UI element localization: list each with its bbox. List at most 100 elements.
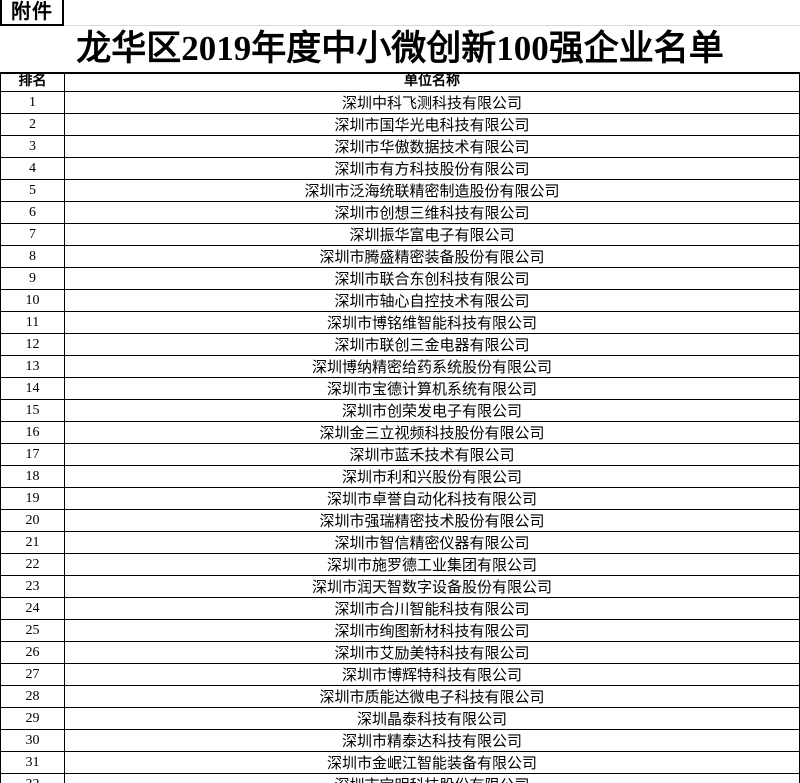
rank-cell: 30: [1, 730, 65, 751]
company-name-cell: 深圳金三立视频科技股份有限公司: [319, 426, 545, 442]
rank-cell: 28: [1, 686, 65, 707]
company-name-cell: 深圳市有方科技股份有限公司: [334, 162, 530, 178]
table-row: 32 深圳市宝明科技股份有限公司: [1, 774, 799, 783]
table-row: 30 深圳市精泰达科技有限公司: [1, 730, 799, 752]
company-name-cell: 深圳市利和兴股份有限公司: [341, 470, 522, 486]
rank-cell: 18: [1, 466, 65, 487]
rank-cell: 1: [1, 92, 65, 113]
company-name-cell: 深圳市华傲数据技术有限公司: [334, 140, 530, 156]
rank-cell: 8: [1, 246, 65, 267]
table-row: 1 深圳中科飞测科技有限公司: [1, 92, 799, 114]
rank-cell: 21: [1, 532, 65, 553]
company-table: 排名 单位名称 1 深圳中科飞测科技有限公司 2 深圳市国华光电科技有限公司 3…: [0, 72, 800, 783]
rank-column-header: 排名: [1, 74, 65, 91]
table-row: 5 深圳市泛海统联精密制造股份有限公司: [1, 180, 799, 202]
company-name-cell: 深圳市质能达微电子科技有限公司: [319, 690, 545, 706]
company-name-cell: 深圳市蓝禾技术有限公司: [349, 448, 515, 464]
company-name-cell: 深圳市精泰达科技有限公司: [341, 734, 522, 750]
rank-cell: 12: [1, 334, 65, 355]
rank-cell: 29: [1, 708, 65, 729]
company-name-cell: 深圳市施罗德工业集团有限公司: [326, 558, 537, 574]
title-row: 龙华区2019年度中小微创新100强企业名单: [0, 26, 800, 72]
rank-cell: 13: [1, 356, 65, 377]
table-row: 18 深圳市利和兴股份有限公司: [1, 466, 799, 488]
company-name-cell: 深圳中科飞测科技有限公司: [341, 96, 522, 112]
company-name-cell: 深圳市联创三金电器有限公司: [334, 338, 530, 354]
rank-cell: 15: [1, 400, 65, 421]
company-name-cell: 深圳市智信精密仪器有限公司: [334, 536, 530, 552]
rank-cell: 27: [1, 664, 65, 685]
table-row: 9 深圳市联合东创科技有限公司: [1, 268, 799, 290]
table-row: 25 深圳市绚图新材科技有限公司: [1, 620, 799, 642]
table-row: 26 深圳市艾励美特科技有限公司: [1, 642, 799, 664]
rank-cell: 32: [1, 774, 65, 783]
rank-cell: 23: [1, 576, 65, 597]
table-row: 4 深圳市有方科技股份有限公司: [1, 158, 799, 180]
company-name-cell: 深圳市腾盛精密装备股份有限公司: [319, 250, 545, 266]
table-row: 3 深圳市华傲数据技术有限公司: [1, 136, 799, 158]
rank-cell: 16: [1, 422, 65, 443]
table-row: 31 深圳市金岷江智能装备有限公司: [1, 752, 799, 774]
table-row: 7 深圳振华富电子有限公司: [1, 224, 799, 246]
company-name-cell: 深圳市强瑞精密技术股份有限公司: [319, 514, 545, 530]
rank-cell: 7: [1, 224, 65, 245]
company-name-cell: 深圳市博铭维智能科技有限公司: [326, 316, 537, 332]
company-name-cell: 深圳市艾励美特科技有限公司: [334, 646, 530, 662]
table-row: 20 深圳市强瑞精密技术股份有限公司: [1, 510, 799, 532]
table-row: 16 深圳金三立视频科技股份有限公司: [1, 422, 799, 444]
company-name-cell: 深圳市宝德计算机系统有限公司: [326, 382, 537, 398]
table-header-row: 排名 单位名称: [1, 74, 799, 92]
company-name-cell: 深圳市卓誉自动化科技有限公司: [326, 492, 537, 508]
rank-cell: 31: [1, 752, 65, 773]
table-row: 22 深圳市施罗德工业集团有限公司: [1, 554, 799, 576]
company-name-cell: 深圳市润天智数字设备股份有限公司: [311, 580, 552, 596]
rank-cell: 2: [1, 114, 65, 135]
table-row: 21 深圳市智信精密仪器有限公司: [1, 532, 799, 554]
rank-cell: 25: [1, 620, 65, 641]
attachment-spacer: [64, 0, 800, 26]
company-name-cell: 深圳市创荣发电子有限公司: [341, 404, 522, 420]
company-name-cell: 深圳晶泰科技有限公司: [356, 712, 507, 728]
rank-cell: 19: [1, 488, 65, 509]
company-name-cell: 深圳振华富电子有限公司: [349, 228, 515, 244]
company-name-cell: 深圳市国华光电科技有限公司: [334, 118, 530, 134]
rank-cell: 20: [1, 510, 65, 531]
table-row: 10 深圳市轴心自控技术有限公司: [1, 290, 799, 312]
rank-cell: 22: [1, 554, 65, 575]
company-name-cell: 深圳市宝明科技股份有限公司: [65, 774, 799, 783]
rank-cell: 10: [1, 290, 65, 311]
rank-cell: 17: [1, 444, 65, 465]
table-row: 11 深圳市博铭维智能科技有限公司: [1, 312, 799, 334]
rank-cell: 4: [1, 158, 65, 179]
company-name-cell: 深圳博纳精密给药系统股份有限公司: [311, 360, 552, 376]
rank-cell: 6: [1, 202, 65, 223]
rank-cell: 3: [1, 136, 65, 157]
company-name-cell: 深圳市泛海统联精密制造股份有限公司: [304, 184, 560, 200]
table-row: 28 深圳市质能达微电子科技有限公司: [1, 686, 799, 708]
company-name-column-header: 单位名称: [404, 74, 460, 89]
company-name-cell: 深圳市轴心自控技术有限公司: [334, 294, 530, 310]
table-row: 15 深圳市创荣发电子有限公司: [1, 400, 799, 422]
table-row: 23 深圳市润天智数字设备股份有限公司: [1, 576, 799, 598]
table-row: 27 深圳市博辉特科技有限公司: [1, 664, 799, 686]
company-name-cell: 深圳市合川智能科技有限公司: [334, 602, 530, 618]
table-row: 8 深圳市腾盛精密装备股份有限公司: [1, 246, 799, 268]
table-row: 13 深圳博纳精密给药系统股份有限公司: [1, 356, 799, 378]
company-name-cell: 深圳市创想三维科技有限公司: [334, 206, 530, 222]
rank-cell: 26: [1, 642, 65, 663]
company-name-cell: 深圳市金岷江智能装备有限公司: [326, 756, 537, 772]
company-name-cell: 深圳市绚图新材科技有限公司: [334, 624, 530, 640]
table-row: 12 深圳市联创三金电器有限公司: [1, 334, 799, 356]
table-row: 14 深圳市宝德计算机系统有限公司: [1, 378, 799, 400]
table-body: 1 深圳中科飞测科技有限公司 2 深圳市国华光电科技有限公司 3 深圳市华傲数据…: [1, 92, 799, 783]
rank-cell: 24: [1, 598, 65, 619]
rank-cell: 9: [1, 268, 65, 289]
table-row: 29 深圳晶泰科技有限公司: [1, 708, 799, 730]
page-title: 龙华区2019年度中小微创新100强企业名单: [76, 29, 724, 68]
table-row: 6 深圳市创想三维科技有限公司: [1, 202, 799, 224]
table-row: 24 深圳市合川智能科技有限公司: [1, 598, 799, 620]
company-name-cell: 深圳市联合东创科技有限公司: [334, 272, 530, 288]
company-name-cell: 深圳市博辉特科技有限公司: [341, 668, 522, 684]
attachment-row: 附件: [0, 0, 800, 26]
